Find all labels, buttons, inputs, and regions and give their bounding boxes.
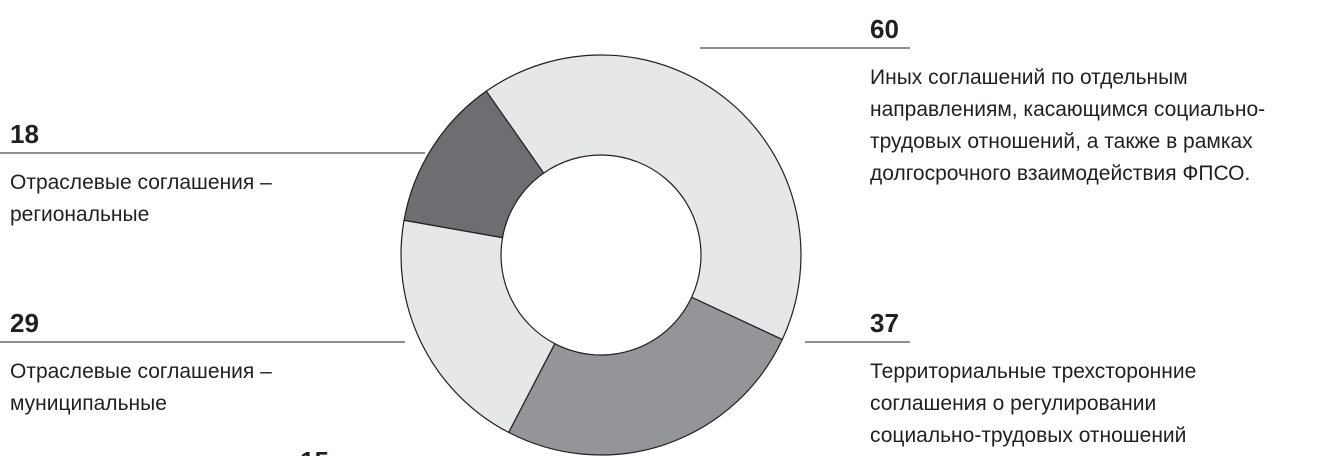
page-number: 15 xyxy=(300,446,329,456)
slice-label: социально-трудовых отношений xyxy=(870,424,1186,447)
donut-slice xyxy=(507,296,784,456)
slice-label: соглашения о регулировании xyxy=(870,392,1156,415)
slice-value: 37 xyxy=(870,308,899,338)
slice-label: муниципальные xyxy=(10,392,167,415)
slice-label: Иных соглашений по отдельным xyxy=(870,66,1188,89)
donut-slice xyxy=(403,90,545,239)
donut-slice xyxy=(400,219,556,434)
slice-value: 18 xyxy=(10,119,39,149)
slice-label: трудовых отношений, а также в рамках xyxy=(870,130,1253,153)
slice-label: региональные xyxy=(10,203,149,226)
slice-value: 60 xyxy=(870,14,899,44)
slice-label: Территориальные трехсторонние xyxy=(870,360,1196,383)
donut-slice xyxy=(485,54,802,341)
slice-label: долгосрочного взаимодействия ФПСО. xyxy=(870,162,1250,185)
slice-label: направлениям, касающимся социально- xyxy=(870,98,1265,121)
slice-label: Отраслевые соглашения – xyxy=(10,171,272,194)
slice-value: 29 xyxy=(10,308,39,338)
slice-label: Отраслевые соглашения – xyxy=(10,360,272,383)
